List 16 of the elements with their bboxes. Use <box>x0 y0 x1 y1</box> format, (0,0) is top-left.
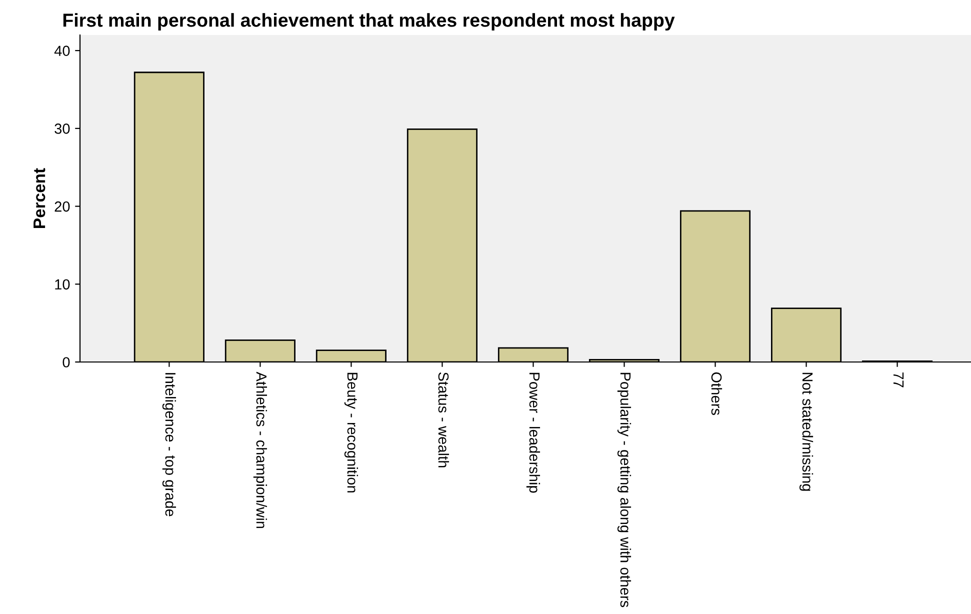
x-tick-label: Others <box>711 372 722 415</box>
chart-title: First main personal achievement that makes respondent most happy <box>63 13 675 31</box>
x-tick-label: Inteligence - top grade <box>162 373 176 516</box>
y-axis-title: Percent <box>34 168 46 228</box>
x-tick-label: Not stated/missing <box>799 372 814 491</box>
y-tick-label: 40 <box>54 46 70 56</box>
x-tick-label: Popularity - getting along with others <box>617 372 632 608</box>
x-tick-label: Athletics - champion/win <box>253 372 267 528</box>
x-tick-label: Status - wealth <box>438 372 450 468</box>
y-tick-label: 0 <box>62 357 70 368</box>
x-tick-label: Beuty - recognition <box>344 372 358 492</box>
y-tick-label: 10 <box>55 279 70 290</box>
y-tick-label: 20 <box>54 201 70 212</box>
y-tick-label: 30 <box>54 124 70 134</box>
x-tick-label: Power - leadership <box>526 372 540 493</box>
x-tick-label: 77 <box>894 372 904 388</box>
